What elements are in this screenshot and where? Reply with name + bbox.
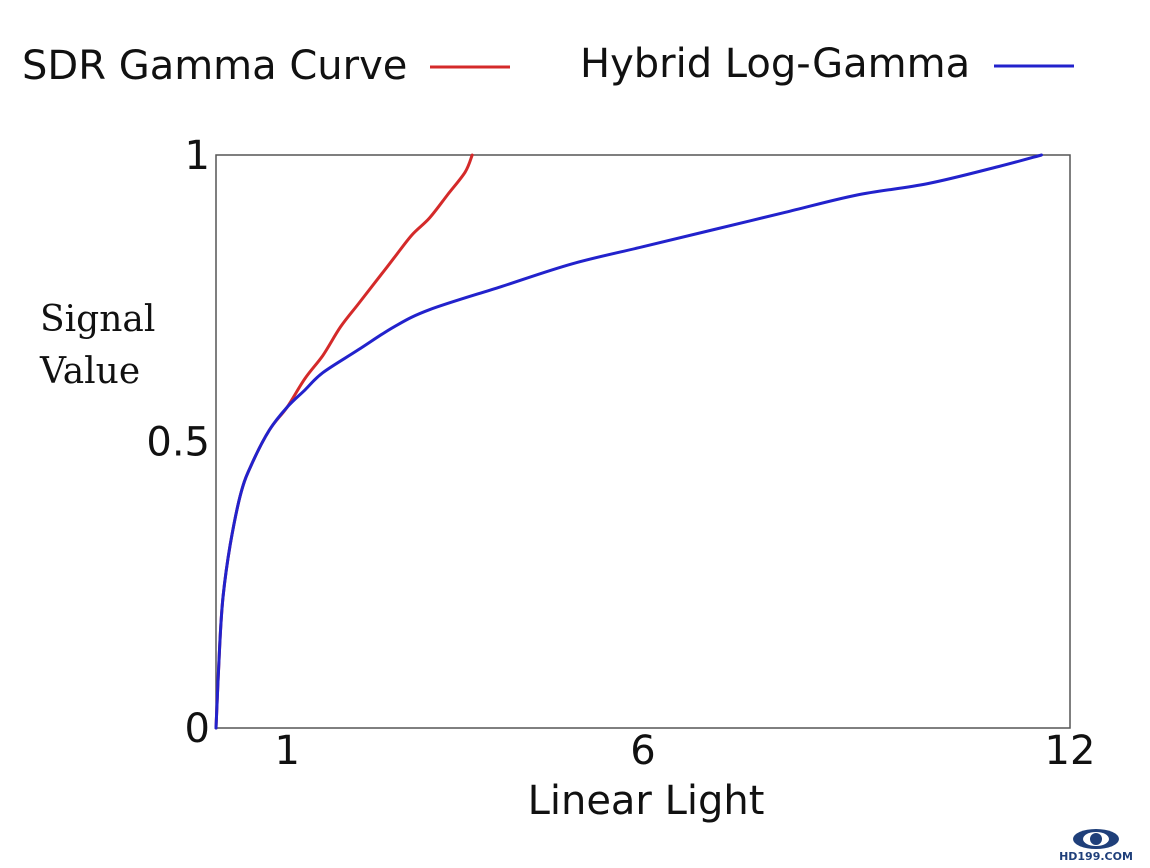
y-axis-label-line-1: Signal [40, 299, 155, 340]
legend-label-hlg: Hybrid Log-Gamma [580, 41, 970, 87]
watermark-logo: HD199.COM [1059, 829, 1133, 863]
y-tick-label: 0 [185, 706, 210, 752]
x-tick-label: 6 [630, 728, 655, 774]
x-tick-label: 12 [1045, 728, 1096, 774]
series-layer [214, 153, 1043, 730]
y-axis-label: Signal Value [39, 299, 155, 392]
legend-item-hlg: Hybrid Log-Gamma [580, 41, 1074, 87]
legend-label-sdr: SDR Gamma Curve [22, 43, 407, 89]
y-axis-label-line-2: Value [39, 351, 140, 392]
series-line-hlg [214, 153, 1043, 730]
legend: SDR Gamma Curve Hybrid Log-Gamma [22, 41, 1074, 89]
watermark-text: HD199.COM [1059, 850, 1133, 863]
y-tick-label: 1 [185, 133, 210, 179]
x-tick-label: 1 [274, 728, 299, 774]
legend-item-sdr: SDR Gamma Curve [22, 43, 510, 89]
y-axis-ticks: 00.51 [146, 133, 210, 752]
x-axis-ticks: 1 6 12 [274, 728, 1095, 774]
plot-frame [215, 154, 1071, 729]
x-axis-label: Linear Light [528, 778, 765, 824]
eye-logo-icon [1073, 829, 1119, 849]
y-tick-label: 0.5 [146, 420, 210, 466]
series-line-sdr [214, 153, 474, 730]
